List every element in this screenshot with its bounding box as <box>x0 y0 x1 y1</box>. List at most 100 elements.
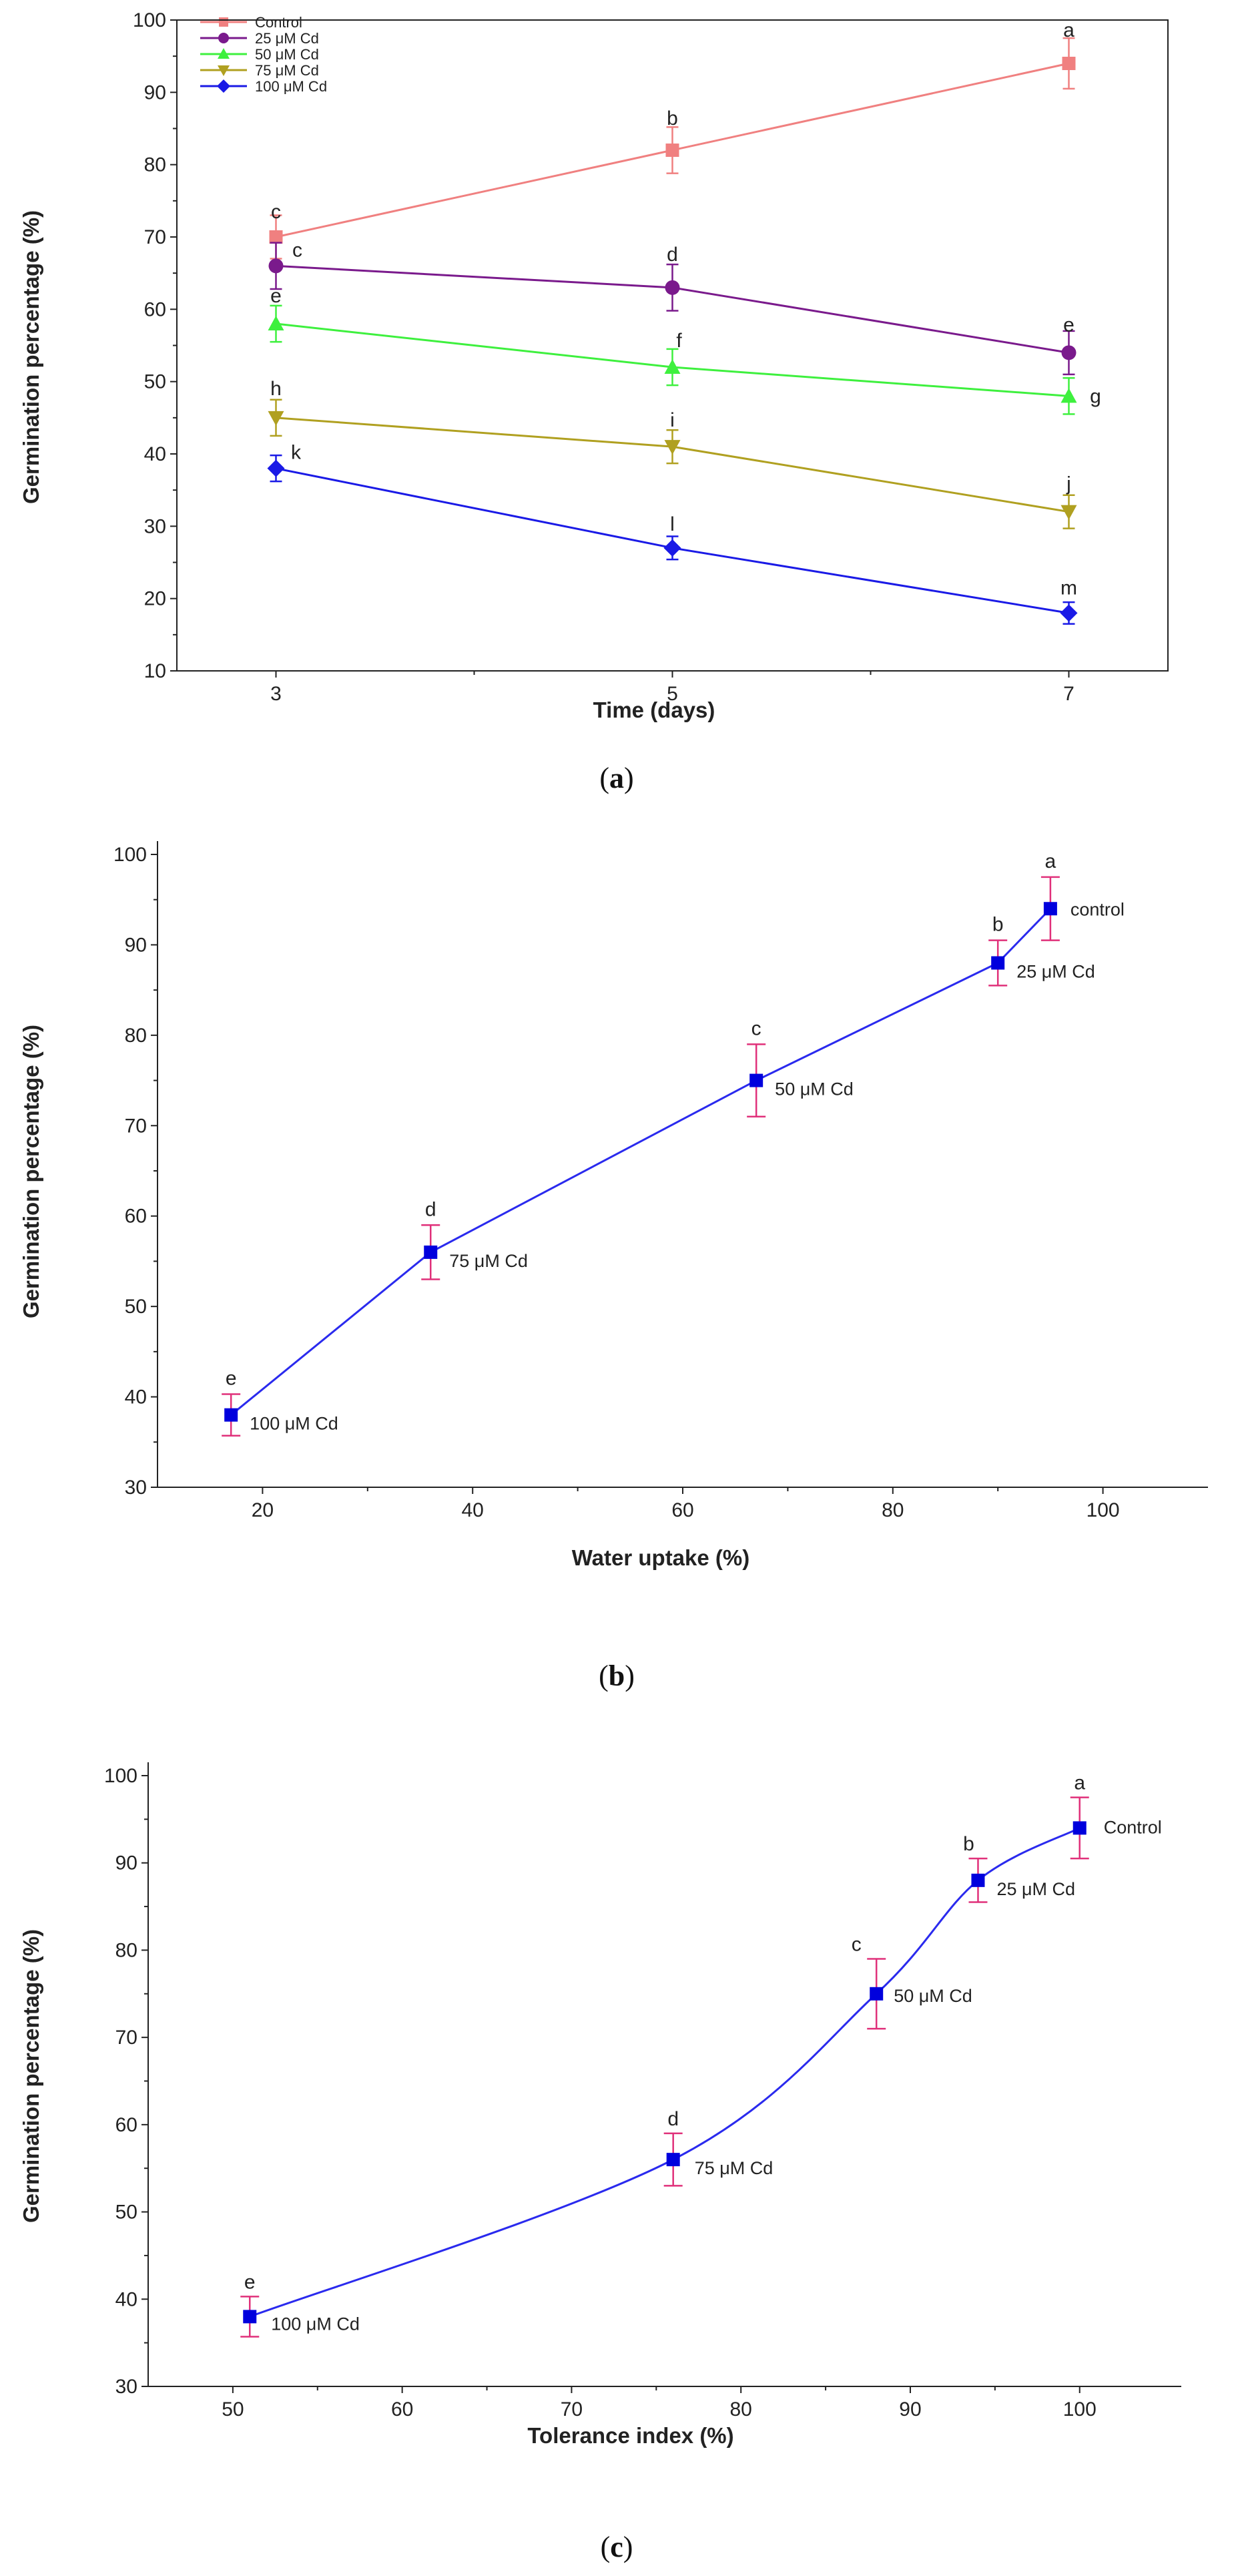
panel-a-y-tick-label: 100 <box>133 9 166 31</box>
panel-b-significance-label: a <box>1045 850 1056 872</box>
panel-a-data-point <box>665 280 680 295</box>
panel-c-y-axis-title: Germination percentage (%) <box>19 1929 43 2223</box>
panel-c-x-tick-label: 50 <box>222 2398 244 2420</box>
panel-a-significance-label: e <box>270 285 282 307</box>
panel-a-y-tick-label: 70 <box>144 226 166 248</box>
panel-c-x-tick-label: 80 <box>730 2398 752 2420</box>
panel-a-x-tick-label: 7 <box>1063 683 1074 705</box>
panel-b-significance-label: e <box>226 1368 237 1390</box>
panel-c-data-point <box>243 2310 257 2324</box>
panel-b-y-tick-label: 90 <box>125 934 147 956</box>
panel-a-legend-label: 50 μM Cd <box>255 46 319 63</box>
panel-c-series-curve <box>249 1827 1081 2318</box>
panel-a-significance-label: m <box>1060 577 1077 599</box>
panel-b-y-tick-label: 50 <box>125 1296 147 1318</box>
panel-b-x-axis-title: Water uptake (%) <box>572 1545 749 1570</box>
panel-a-significance-label: e <box>1063 314 1074 336</box>
panel-c-y-tick-label: 100 <box>104 1765 137 1787</box>
panel-a-legend-marker <box>219 17 228 27</box>
panel-a-data-point <box>1062 57 1076 70</box>
panel-b-significance-label: d <box>425 1198 436 1220</box>
panel-a-significance-label: j <box>1066 473 1071 495</box>
panel-a-significance-label: a <box>1063 19 1074 41</box>
panel-c-data-point <box>1072 1821 1087 1835</box>
panel-a-caption: (a) <box>599 762 633 794</box>
panel-c-significance-label: c <box>852 1934 862 1956</box>
panel-c-significance-label: d <box>667 2108 679 2130</box>
panel-b-y-axis-title: Germination percentage (%) <box>19 1025 43 1318</box>
panel-b-caption-letter: b <box>609 1659 625 1692</box>
panel-b-significance-label: c <box>751 1017 761 1039</box>
panel-a-significance-label: c <box>292 239 302 261</box>
panel-c-data-point <box>666 2153 680 2167</box>
panel-a-legend-marker <box>218 65 230 76</box>
panel-b-x-tick-label: 40 <box>462 1499 484 1521</box>
panel-c-point-label: 25 μM Cd <box>996 1879 1075 1899</box>
panel-c-significance-label: b <box>963 1833 974 1855</box>
panel-a-legend-marker <box>217 79 230 93</box>
panel-c-x-tick-label: 100 <box>1063 2398 1097 2420</box>
panel-b-x-tick-label: 80 <box>882 1499 904 1521</box>
panel-a-significance-label: c <box>271 201 281 223</box>
panel-a-x-tick-label: 3 <box>270 683 282 705</box>
panel-c-y-tick-label: 80 <box>115 1939 137 1961</box>
panel-c-x-tick-label: 90 <box>899 2398 921 2420</box>
panel-c-x-tick-label: 60 <box>391 2398 413 2420</box>
panel-c-point-label: Control <box>1104 1817 1162 1837</box>
panel-a-data-point <box>1061 345 1076 360</box>
panel-c-x-axis-title: Tolerance index (%) <box>527 2423 733 2448</box>
panel-b-data-point <box>424 1245 438 1259</box>
panel-a-data-point <box>1060 505 1077 520</box>
panel-b-x-tick-label: 20 <box>252 1499 274 1521</box>
panel-c-caption-letter: c <box>610 2531 623 2563</box>
panel-a-data-point <box>1060 604 1078 622</box>
panel-b-point-label: 75 μM Cd <box>449 1251 528 1271</box>
panel-a-significance-label: g <box>1090 385 1101 407</box>
panel-a-data-point <box>268 258 284 274</box>
panel-a-legend-marker <box>218 48 230 59</box>
panel-a-y-tick-label: 30 <box>144 515 166 537</box>
panel-b-point-label: 25 μM Cd <box>1016 962 1095 982</box>
panel-a-significance-label: f <box>676 330 682 352</box>
panel-c-chart: Germination percentage (%) Tolerance ind… <box>19 1762 1181 2563</box>
panel-a-data-point <box>664 359 681 374</box>
panel-a-data-point <box>269 230 283 244</box>
panel-b-y-tick-label: 60 <box>125 1206 147 1228</box>
panel-b-y-tick-label: 30 <box>125 1477 147 1499</box>
panel-b-y-tick-label: 70 <box>125 1115 147 1137</box>
panel-a-x-tick-label: 5 <box>667 683 678 705</box>
panel-a-y-tick-label: 20 <box>144 588 166 610</box>
panel-c-y-tick-label: 50 <box>115 2202 137 2224</box>
panel-a-caption-letter: a <box>609 762 624 794</box>
panel-b-significance-label: b <box>992 914 1004 936</box>
panel-a-x-axis-title: Time (days) <box>593 698 715 722</box>
panel-a-y-tick-label: 80 <box>144 154 166 176</box>
panel-a-data-point <box>268 411 284 426</box>
panel-c-x-tick-label: 70 <box>561 2398 583 2420</box>
panel-b-y-tick-label: 40 <box>125 1386 147 1408</box>
panel-a-significance-label: d <box>667 244 678 266</box>
panel-a-legend-label: 100 μM Cd <box>255 78 327 95</box>
panel-b-point-label: control <box>1070 899 1125 919</box>
panel-c-data-point <box>870 1987 884 2001</box>
panel-a-chart: Germination percentage (%) Time (days) C… <box>19 9 1169 794</box>
panel-a-legend-label: 25 μM Cd <box>255 30 319 47</box>
panel-a-data-point <box>664 440 681 455</box>
panel-c-y-tick-label: 70 <box>115 2027 137 2049</box>
panel-b-data-point <box>1043 902 1057 916</box>
panel-a-data-point <box>1060 388 1077 403</box>
panel-a-legend-label: 75 μM Cd <box>255 62 319 79</box>
panel-b-caption: (b) <box>599 1659 635 1692</box>
panel-c-significance-label: a <box>1074 1772 1085 1794</box>
panel-a-legend-label: Control <box>255 14 302 31</box>
panel-b-x-tick-label: 60 <box>671 1499 693 1521</box>
panel-c-point-label: 75 μM Cd <box>695 2158 774 2178</box>
panel-c-caption: (c) <box>601 2531 633 2563</box>
panel-c-point-label: 100 μM Cd <box>271 2314 360 2334</box>
panel-b-data-point <box>991 956 1005 970</box>
panel-b-data-point <box>749 1073 763 1087</box>
panel-b-y-tick-label: 100 <box>113 844 147 866</box>
panel-a-y-tick-label: 50 <box>144 371 166 393</box>
panel-c-significance-label: e <box>244 2271 256 2293</box>
